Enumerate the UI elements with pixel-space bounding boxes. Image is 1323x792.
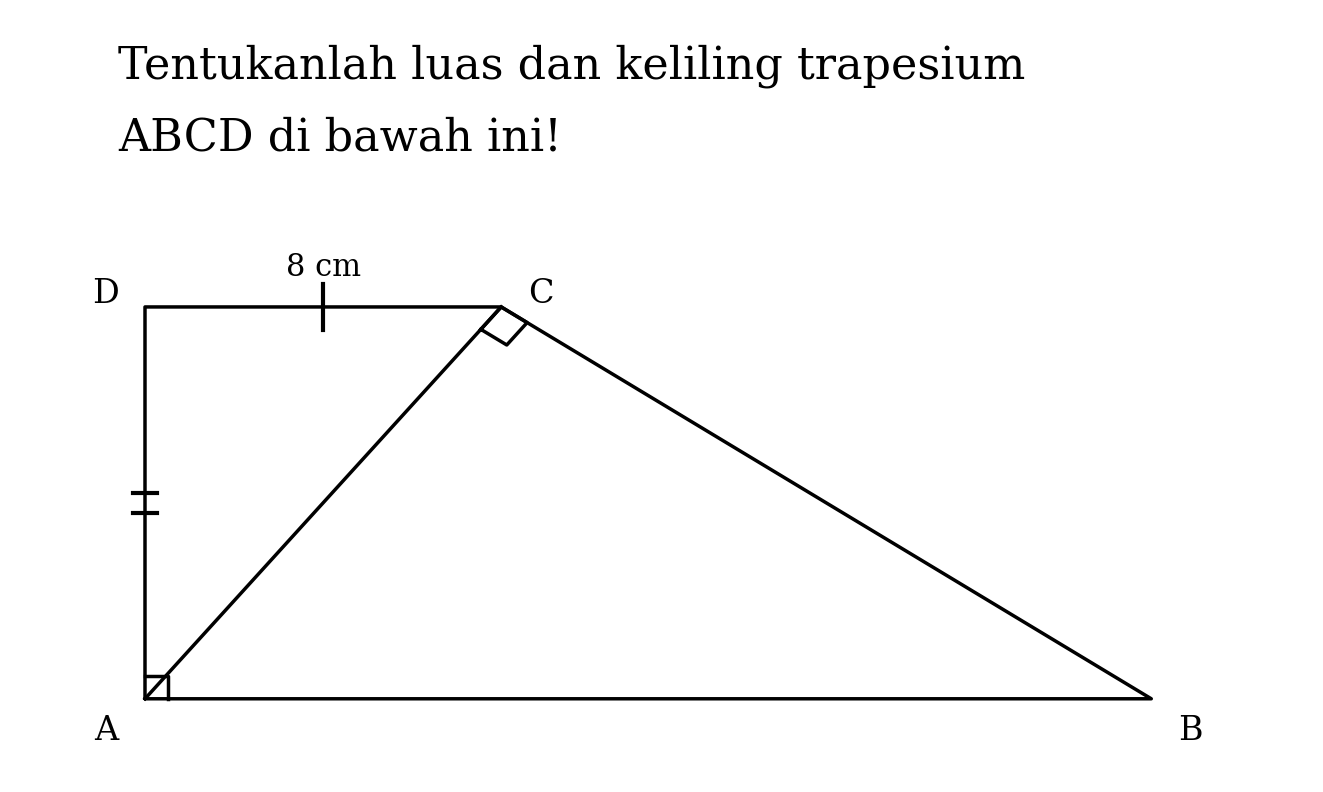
Text: ABCD di bawah ini!: ABCD di bawah ini! bbox=[118, 116, 562, 159]
Text: D: D bbox=[93, 279, 119, 310]
Text: A: A bbox=[94, 715, 118, 747]
Text: 8 cm: 8 cm bbox=[286, 253, 361, 284]
Text: C: C bbox=[528, 279, 553, 310]
Text: Tentukanlah luas dan keliling trapesium: Tentukanlah luas dan keliling trapesium bbox=[118, 44, 1025, 89]
Text: B: B bbox=[1179, 715, 1203, 747]
